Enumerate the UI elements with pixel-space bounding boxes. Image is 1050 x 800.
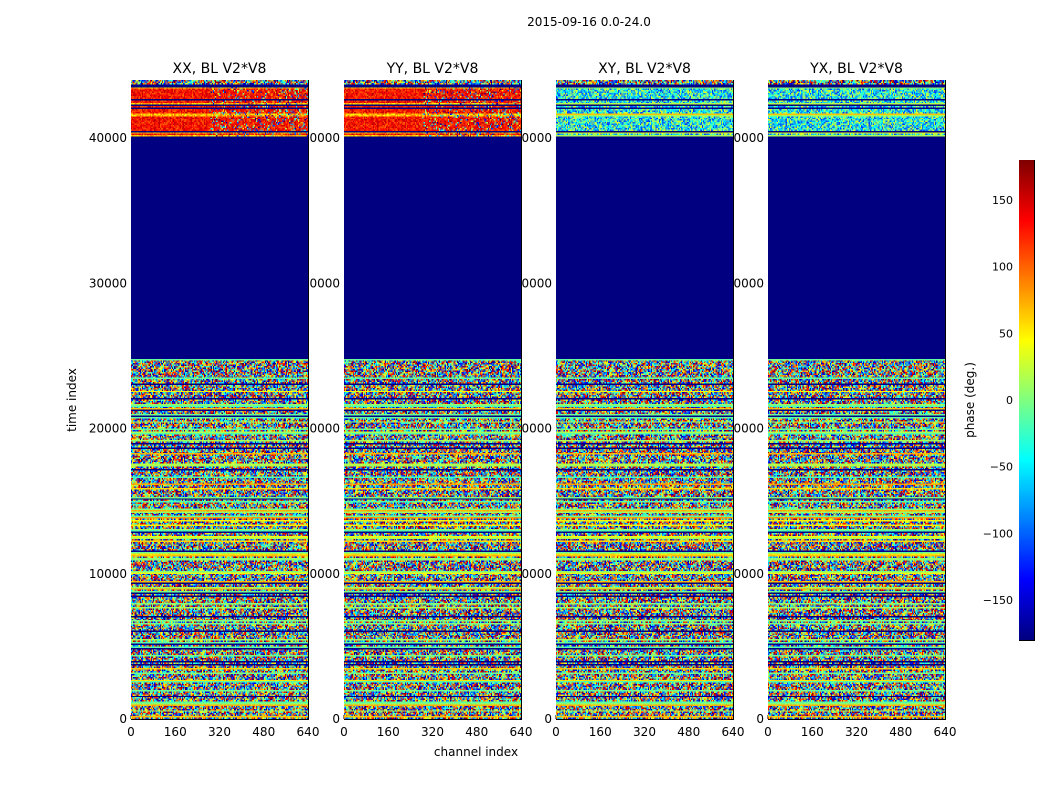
x-tick-label: 480 xyxy=(252,725,275,739)
y-tick-label: 0 xyxy=(544,712,552,726)
x-tick-label: 480 xyxy=(677,725,700,739)
y-tick-label: 10000 xyxy=(302,567,340,581)
panel-title-xx: XX, BL V2*V8 xyxy=(173,61,267,77)
x-tick-label: 160 xyxy=(164,725,187,739)
colorbar-tick-label: 0 xyxy=(1006,394,1013,407)
x-tick-label: 0 xyxy=(764,725,772,739)
panel-title-xy: XY, BL V2*V8 xyxy=(598,61,691,77)
y-tick-label: 40000 xyxy=(302,131,340,145)
y-tick-label: 0 xyxy=(119,712,127,726)
x-tick-label: 320 xyxy=(208,725,231,739)
y-tick-label: 20000 xyxy=(89,422,127,436)
axes-overlay: XX, BL V2*V80 160 320 480 640010000200003000… xyxy=(89,61,1035,739)
y-tick-label: 40000 xyxy=(89,131,127,145)
y-tick-label: 0 xyxy=(756,712,764,726)
x-tick-label: 640 xyxy=(934,725,957,739)
x-tick-label: 320 xyxy=(421,725,444,739)
x-tick-label: 0 xyxy=(127,725,135,739)
x-tick-label: 640 xyxy=(510,725,533,739)
y-tick-label: 30000 xyxy=(302,276,340,290)
panel-title-yx: YX, BL V2*V8 xyxy=(809,61,903,77)
colorbar-gradient xyxy=(1019,160,1034,640)
colorbar-tick-label: 100 xyxy=(992,261,1013,274)
colorbar-tick-label: 50 xyxy=(999,327,1013,340)
colorbar-tick-label: −100 xyxy=(983,527,1013,540)
colorbar-tick-label: −50 xyxy=(990,461,1013,474)
heatmap-yx xyxy=(768,80,945,719)
y-tick-label: 40000 xyxy=(726,131,764,145)
y-tick-label: 10000 xyxy=(514,567,552,581)
y-tick-label: 30000 xyxy=(89,276,127,290)
x-tick-label: 160 xyxy=(801,725,824,739)
y-tick-label: 0 xyxy=(332,712,340,726)
x-tick-label: 480 xyxy=(889,725,912,739)
x-tick-label: 320 xyxy=(633,725,656,739)
y-tick-label: 20000 xyxy=(726,422,764,436)
heatmap-yy xyxy=(344,80,521,719)
y-tick-label: 10000 xyxy=(89,567,127,581)
x-tick-label: 640 xyxy=(722,725,745,739)
x-tick-label: 480 xyxy=(465,725,488,739)
x-tick-label: 160 xyxy=(589,725,612,739)
x-tick-label: 320 xyxy=(845,725,868,739)
x-axis-label: channel index xyxy=(434,745,518,759)
panel-title-yy: YY, BL V2*V8 xyxy=(386,61,479,77)
figure-title: 2015-09-16 0.0-24.0 xyxy=(527,15,651,29)
y-tick-label: 10000 xyxy=(726,567,764,581)
colorbar-label: phase (deg.) xyxy=(963,362,977,438)
y-tick-label: 30000 xyxy=(514,276,552,290)
x-tick-label: 0 xyxy=(340,725,348,739)
y-tick-label: 20000 xyxy=(514,422,552,436)
y-tick-label: 20000 xyxy=(302,422,340,436)
x-tick-label: 640 xyxy=(297,725,320,739)
heatmap-xy xyxy=(556,80,733,719)
y-axis-label: time index xyxy=(65,368,79,432)
x-tick-label: 0 xyxy=(552,725,560,739)
colorbar-tick-label: −150 xyxy=(983,594,1013,607)
y-tick-label: 30000 xyxy=(726,276,764,290)
heatmap-xx xyxy=(131,80,308,719)
x-tick-label: 160 xyxy=(377,725,400,739)
y-tick-label: 40000 xyxy=(514,131,552,145)
colorbar-tick-label: 150 xyxy=(992,194,1013,207)
